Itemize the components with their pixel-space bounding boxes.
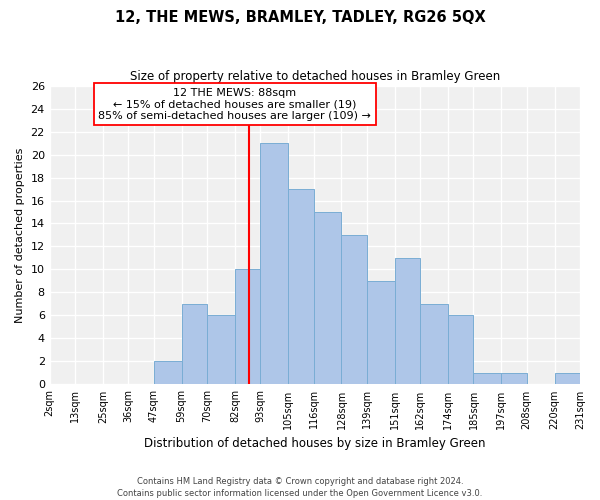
Bar [420,304,448,384]
Title: Size of property relative to detached houses in Bramley Green: Size of property relative to detached ho… [130,70,500,83]
Y-axis label: Number of detached properties: Number of detached properties [15,148,25,322]
X-axis label: Distribution of detached houses by size in Bramley Green: Distribution of detached houses by size … [144,437,485,450]
Text: 12, THE MEWS, BRAMLEY, TADLEY, RG26 5QX: 12, THE MEWS, BRAMLEY, TADLEY, RG26 5QX [115,10,485,25]
Bar [314,212,341,384]
Bar [288,189,314,384]
Bar [395,258,420,384]
Bar [207,316,235,384]
Bar [473,373,501,384]
Bar [182,304,207,384]
Text: 12 THE MEWS: 88sqm
← 15% of detached houses are smaller (19)
85% of semi-detache: 12 THE MEWS: 88sqm ← 15% of detached hou… [98,88,371,121]
Bar [235,270,260,384]
Bar [367,281,395,384]
Bar [341,235,367,384]
Text: Contains HM Land Registry data © Crown copyright and database right 2024.
Contai: Contains HM Land Registry data © Crown c… [118,476,482,498]
Bar [554,373,580,384]
Bar [501,373,527,384]
Bar [260,143,288,384]
Bar [154,362,182,384]
Bar [448,316,473,384]
